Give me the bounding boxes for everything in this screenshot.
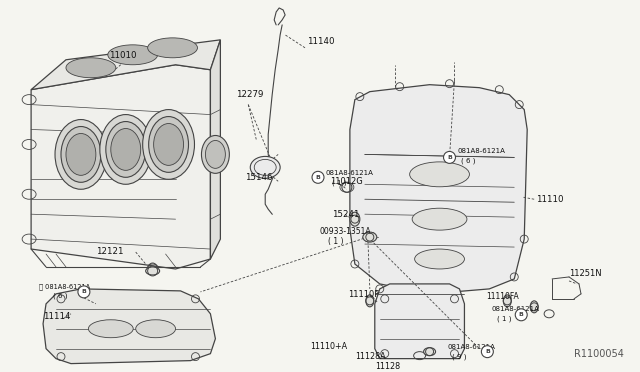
Ellipse shape (154, 124, 184, 166)
Ellipse shape (410, 162, 469, 187)
Ellipse shape (143, 110, 195, 179)
Text: 00933-1351A: 00933-1351A (320, 227, 372, 235)
Circle shape (78, 286, 90, 298)
Text: B: B (316, 175, 321, 180)
Text: ( 6 ): ( 6 ) (53, 293, 68, 299)
Polygon shape (31, 65, 211, 269)
Ellipse shape (88, 320, 133, 338)
Polygon shape (43, 289, 216, 363)
Circle shape (444, 151, 456, 163)
Ellipse shape (66, 58, 116, 78)
Circle shape (312, 171, 324, 183)
Circle shape (481, 346, 493, 357)
Text: 081A8-6121A: 081A8-6121A (326, 170, 374, 176)
Ellipse shape (66, 134, 96, 175)
Polygon shape (211, 40, 220, 259)
Ellipse shape (55, 119, 107, 189)
Text: 11110+A: 11110+A (310, 342, 347, 351)
Text: 11110F: 11110F (348, 291, 379, 299)
Text: 081A8-6121A: 081A8-6121A (447, 344, 495, 350)
Ellipse shape (205, 141, 225, 169)
Text: 11114: 11114 (43, 312, 70, 321)
Text: B: B (519, 312, 524, 317)
Ellipse shape (148, 38, 198, 58)
Text: B: B (447, 155, 452, 160)
Text: 11110: 11110 (536, 195, 564, 204)
Text: 12279: 12279 (236, 90, 264, 99)
Ellipse shape (108, 45, 157, 65)
Text: 12121: 12121 (96, 247, 124, 256)
Ellipse shape (424, 348, 436, 356)
Text: 11128: 11128 (375, 362, 400, 371)
Ellipse shape (148, 116, 189, 172)
Ellipse shape (350, 212, 360, 226)
Ellipse shape (250, 156, 280, 178)
Text: 11140: 11140 (307, 37, 335, 46)
Text: 11251N: 11251N (569, 269, 602, 279)
Polygon shape (375, 284, 465, 359)
Text: 15241: 15241 (332, 210, 360, 219)
Text: R1100054: R1100054 (574, 349, 624, 359)
Text: ( 9 ): ( 9 ) (452, 353, 467, 360)
Text: Ⓑ 081A8-6121A: Ⓑ 081A8-6121A (39, 283, 90, 290)
Ellipse shape (363, 232, 377, 242)
Text: ( 1 ): ( 1 ) (497, 315, 512, 322)
Text: 081A8-6121A: 081A8-6121A (458, 148, 506, 154)
Text: ( 6 ): ( 6 ) (461, 157, 476, 164)
Text: 11012G: 11012G (330, 177, 363, 186)
Ellipse shape (61, 126, 101, 182)
Circle shape (515, 309, 527, 321)
Ellipse shape (503, 295, 511, 307)
Text: ( 1 ): ( 1 ) (332, 179, 346, 186)
Polygon shape (350, 85, 527, 294)
Ellipse shape (530, 301, 538, 313)
Text: 15146: 15146 (245, 173, 273, 182)
Ellipse shape (111, 128, 141, 170)
Text: 11128A: 11128A (355, 352, 385, 361)
Ellipse shape (415, 249, 465, 269)
Text: 11110FA: 11110FA (486, 292, 519, 301)
Ellipse shape (146, 267, 159, 275)
Ellipse shape (412, 208, 467, 230)
Ellipse shape (100, 115, 152, 184)
Ellipse shape (136, 320, 175, 338)
Text: ( 1 ): ( 1 ) (328, 237, 344, 246)
Text: 081A8-6121A: 081A8-6121A (492, 306, 540, 312)
Text: 11010: 11010 (109, 51, 136, 60)
Text: B: B (485, 349, 490, 354)
Polygon shape (31, 40, 220, 90)
Text: B: B (81, 289, 86, 294)
Ellipse shape (202, 135, 229, 173)
Ellipse shape (106, 122, 146, 177)
Ellipse shape (366, 295, 374, 307)
